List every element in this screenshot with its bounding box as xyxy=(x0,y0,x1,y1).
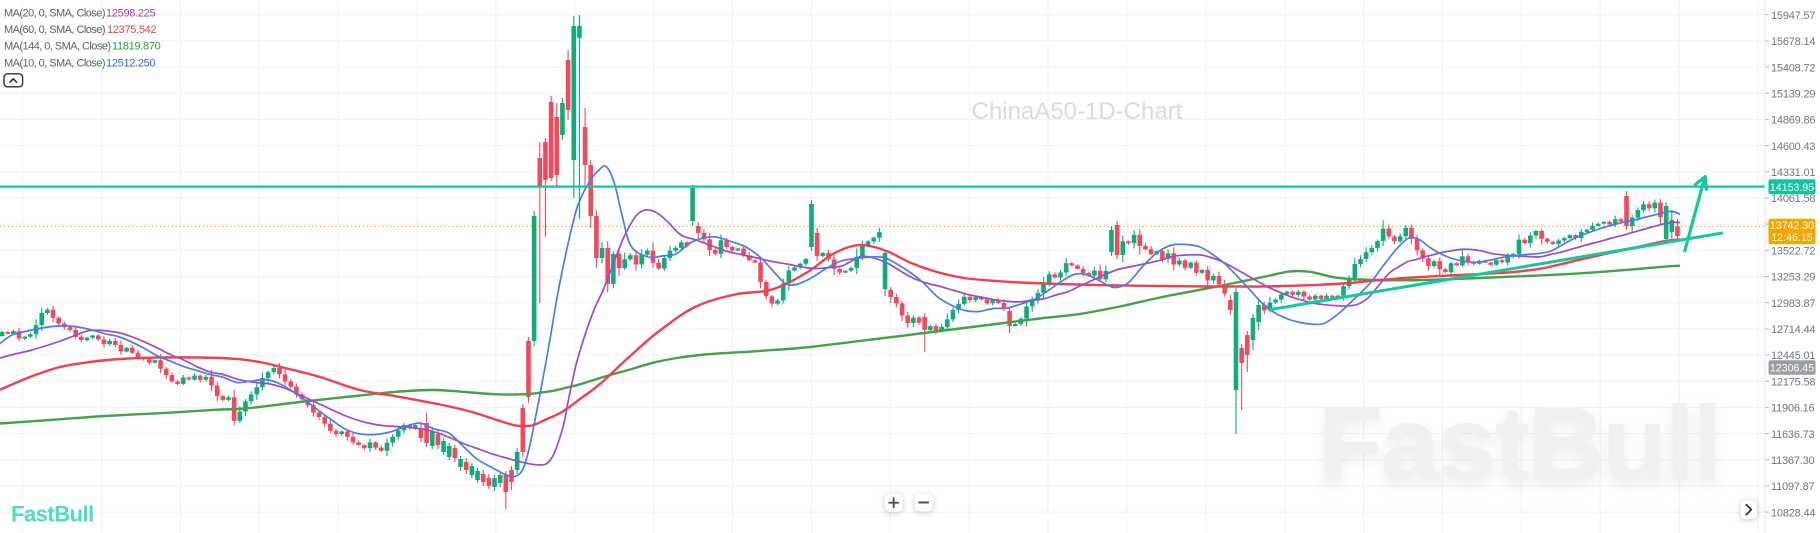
svg-text:15947.57: 15947.57 xyxy=(1771,10,1815,22)
svg-text:12714.44: 12714.44 xyxy=(1771,324,1815,336)
svg-text:11097.87: 11097.87 xyxy=(1771,481,1815,493)
svg-text:MA(144, 0, SMA, Close): MA(144, 0, SMA, Close) xyxy=(4,41,111,53)
svg-text:MA(20, 0, SMA, Close): MA(20, 0, SMA, Close) xyxy=(4,8,105,20)
svg-text:12:46:15: 12:46:15 xyxy=(1771,232,1812,244)
svg-text:12306.45: 12306.45 xyxy=(1770,362,1814,374)
svg-text:14061.58: 14061.58 xyxy=(1771,193,1815,205)
svg-text:10828.44: 10828.44 xyxy=(1771,507,1815,519)
svg-text:13253.29: 13253.29 xyxy=(1771,272,1815,284)
svg-text:13522.72: 13522.72 xyxy=(1771,246,1815,258)
svg-text:FastBull: FastBull xyxy=(1318,385,1720,503)
svg-text:14331.01: 14331.01 xyxy=(1771,167,1815,179)
svg-text:15678.14: 15678.14 xyxy=(1771,36,1815,48)
svg-text:12445.01: 12445.01 xyxy=(1771,350,1815,362)
svg-text:14153.95: 14153.95 xyxy=(1770,182,1814,194)
svg-text:11367.30: 11367.30 xyxy=(1771,455,1815,467)
svg-text:14600.43: 14600.43 xyxy=(1771,141,1815,153)
svg-text:15408.72: 15408.72 xyxy=(1771,62,1815,74)
svg-text:15139.29: 15139.29 xyxy=(1771,88,1815,100)
svg-text:ChinaA50-1D-Chart: ChinaA50-1D-Chart xyxy=(972,98,1183,125)
svg-text:12175.58: 12175.58 xyxy=(1771,376,1815,388)
svg-text:12598.225: 12598.225 xyxy=(106,8,155,20)
svg-text:11819.870: 11819.870 xyxy=(112,41,161,53)
svg-text:11906.16: 11906.16 xyxy=(1771,403,1815,415)
svg-text:12512.250: 12512.250 xyxy=(106,57,155,69)
svg-text:11636.73: 11636.73 xyxy=(1771,429,1815,441)
svg-text:13742.30: 13742.30 xyxy=(1770,220,1814,232)
svg-text:12983.87: 12983.87 xyxy=(1771,298,1815,310)
svg-text:12375.542: 12375.542 xyxy=(107,24,156,36)
svg-text:MA(10, 0, SMA, Close): MA(10, 0, SMA, Close) xyxy=(4,57,105,69)
svg-text:FastBull: FastBull xyxy=(11,502,94,527)
svg-text:14869.86: 14869.86 xyxy=(1771,115,1815,127)
svg-text:MA(60, 0, SMA, Close): MA(60, 0, SMA, Close) xyxy=(4,24,105,36)
